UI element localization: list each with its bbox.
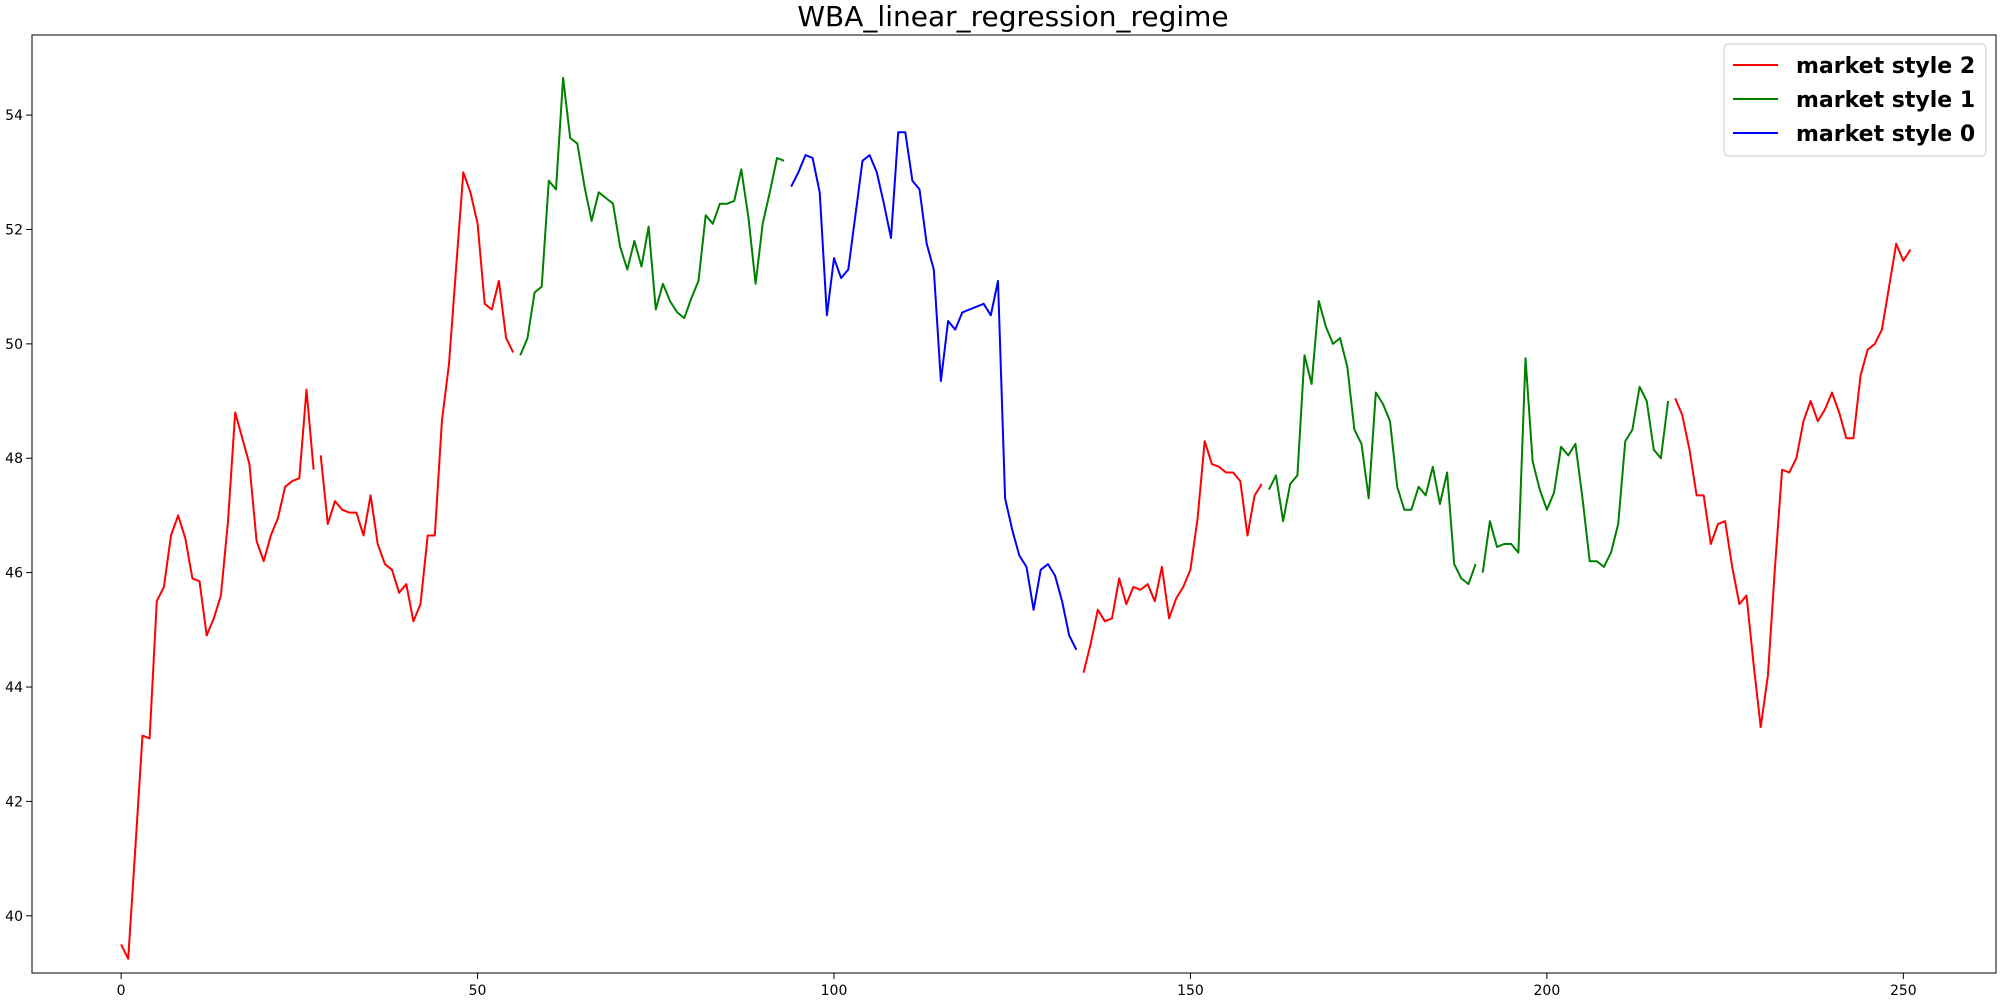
chart-title: WBA_linear_regression_regime (797, 0, 1228, 33)
y-tick-label: 44 (5, 680, 23, 696)
legend: market style 2 market style 1 market style… (1723, 43, 1987, 157)
legend-box (1723, 43, 1987, 157)
y-tick-label: 52 (5, 222, 23, 238)
y-tick-label: 42 (5, 794, 23, 810)
y-tick-label: 48 (5, 451, 23, 467)
x-tick-label: 150 (1177, 983, 1204, 999)
x-tick-label: 250 (1890, 983, 1917, 999)
legend-label: market style 0 (1796, 122, 1975, 147)
x-tick-label: 100 (821, 983, 848, 999)
series-line-market-style-1-segment-5 (1268, 300, 1477, 586)
series-line-market-style-2-segment-1 (319, 171, 515, 623)
legend-label: market style 2 (1796, 54, 1975, 79)
plot-lines (120, 76, 1912, 960)
x-tick-label: 50 (469, 983, 487, 999)
legend-label: market style 1 (1796, 88, 1975, 113)
y-tick-label: 40 (5, 909, 23, 925)
series-line-market-style-2-segment-0 (120, 388, 315, 960)
y-tick-label: 54 (5, 108, 23, 124)
series-line-market-style-1-segment-2 (519, 76, 785, 356)
series-line-market-style-0-segment-3 (790, 131, 1078, 651)
y-tick-label: 50 (5, 337, 23, 353)
series-line-market-style-2-segment-7 (1674, 242, 1912, 729)
series-line-market-style-1-segment-6 (1481, 357, 1670, 573)
y-tick-label: 46 (5, 566, 23, 582)
plot-frame (31, 34, 1997, 974)
x-tick-label: 200 (1534, 983, 1561, 999)
x-axis: 0 50 100 150 200 250 (117, 973, 1917, 999)
series-line-market-style-2-segment-4 (1082, 440, 1263, 673)
x-tick-label: 0 (117, 983, 126, 999)
y-axis: 40 42 44 46 48 50 52 54 (5, 108, 32, 925)
